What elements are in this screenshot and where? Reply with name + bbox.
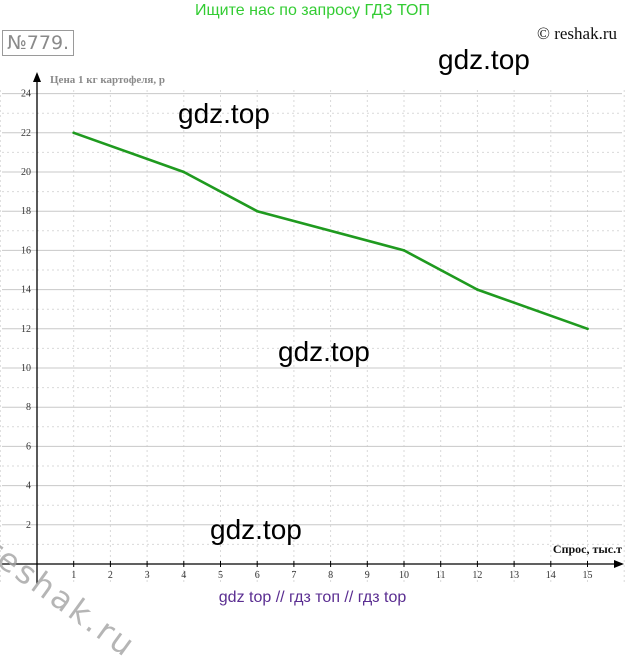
y-tick-label: 12 [21, 324, 31, 335]
x-tick-label: 12 [472, 570, 482, 581]
watermark-text: gdz.top [178, 98, 270, 129]
series [72, 131, 589, 331]
data-point [182, 170, 186, 174]
y-tick-label: 6 [26, 441, 31, 452]
x-tick-label: 2 [108, 570, 113, 581]
watermark-text: gdz.top [210, 514, 302, 545]
y-tick-label: 8 [26, 402, 31, 413]
y-tick-label: 24 [21, 89, 31, 100]
grid [0, 90, 625, 584]
y-tick-label: 16 [21, 245, 31, 256]
x-tick-label: 1 [71, 570, 76, 581]
watermark-text: gdz.top [438, 44, 530, 75]
x-tick-label: 3 [145, 570, 150, 581]
y-tick-label: 22 [21, 128, 31, 139]
x-tick-label: 11 [436, 570, 446, 581]
x-tick-label: 7 [291, 570, 296, 581]
y-tick-label: 4 [26, 481, 31, 492]
x-axis-arrow [614, 560, 624, 568]
y-tick-label: 2 [26, 520, 31, 531]
x-axis-label: Спрос, тыс.т [553, 542, 622, 556]
task-number-badge: №779. [2, 30, 75, 56]
x-tick-label: 6 [255, 570, 260, 581]
x-tick-label: 10 [399, 570, 409, 581]
axes [2, 72, 624, 584]
y-tick-label: 14 [21, 285, 31, 296]
search-banner: Ищите нас по запросу ГДЗ ТОП [195, 2, 430, 19]
data-point [255, 209, 259, 213]
x-tick-label: 14 [546, 570, 556, 581]
data-point [402, 249, 406, 252]
x-tick-label: 9 [365, 570, 370, 581]
data-point [586, 327, 589, 331]
y-tick-label: 18 [21, 206, 31, 217]
y-tick-label: 10 [21, 363, 31, 374]
x-tick-label: 15 [583, 570, 593, 581]
data-point [72, 131, 75, 135]
y-axis-label: Цена 1 кг картофеля, р [50, 74, 165, 86]
copyright-text: © reshak.ru [537, 24, 617, 43]
series-line [72, 131, 589, 331]
x-tick-label: 13 [509, 570, 519, 581]
x-tick-label: 8 [328, 570, 333, 581]
x-tick-label: 4 [181, 570, 186, 581]
x-tick-label: 5 [218, 570, 223, 581]
y-axis-arrow [33, 72, 41, 82]
watermark-text: gdz.top [278, 336, 370, 367]
y-tick-label: 20 [21, 167, 31, 178]
footer-banner: gdz top // гдз топ // гдз top [218, 589, 407, 606]
data-point [476, 288, 479, 291]
